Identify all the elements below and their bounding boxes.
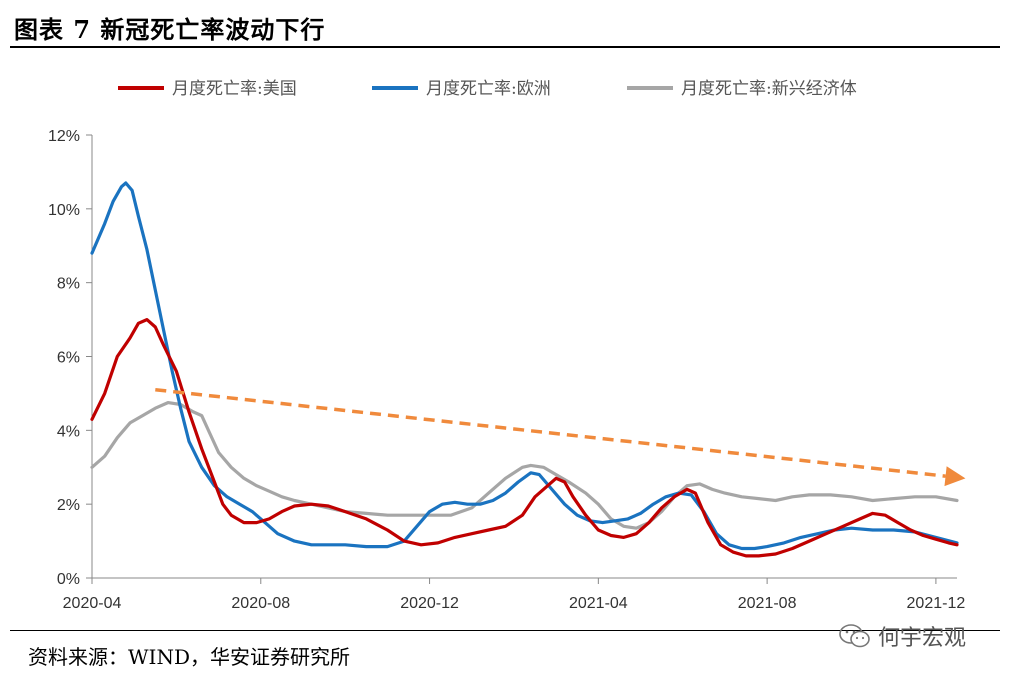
trend-arrow-head <box>944 466 966 487</box>
y-tick-label: 2% <box>57 497 80 514</box>
y-tick-label: 8% <box>57 276 80 293</box>
x-tick-label: 2021-04 <box>569 595 628 612</box>
series-line <box>90 318 959 558</box>
legend: 月度死亡率:美国 月度死亡率:欧洲 月度死亡率:新兴经济体 <box>118 79 857 99</box>
y-tick-label: 0% <box>57 571 80 588</box>
series-line <box>90 401 959 530</box>
title-divider <box>10 46 1000 48</box>
x-tick-label: 2020-12 <box>400 595 459 612</box>
legend-label: 月度死亡率:欧洲 <box>426 79 551 99</box>
x-tick-label: 2020-04 <box>63 595 122 612</box>
wechat-icon <box>839 624 870 648</box>
annotation-layer <box>155 387 966 487</box>
line-chart: 月度死亡率:美国 月度死亡率:欧洲 月度死亡率:新兴经济体 0% 2% 4% 6% 8% 10… <box>48 79 966 612</box>
axes: 0% 2% 4% 6% 8% 10% 12% 2020-04 2020-08 2020-12 202… <box>48 128 965 612</box>
chart-title: 图表 7 新冠死亡率波动下行 <box>14 15 326 44</box>
legend-label: 月度死亡率:美国 <box>172 79 297 99</box>
x-tick-label: 2021-12 <box>907 595 966 612</box>
footer-divider <box>10 630 1000 631</box>
series-line <box>90 181 959 551</box>
x-tick-label: 2020-08 <box>231 595 290 612</box>
legend-label: 月度死亡率:新兴经济体 <box>681 79 857 99</box>
series-layer <box>90 181 959 558</box>
y-tick-label: 4% <box>57 423 80 440</box>
watermark: 何宇宏观 <box>838 620 966 652</box>
y-tick-label: 12% <box>48 128 80 145</box>
y-tick-label: 10% <box>48 202 80 219</box>
source-note: 资料来源：WIND，华安证券研究所 <box>28 645 350 669</box>
x-tick-label: 2021-08 <box>738 595 797 612</box>
watermark-text: 何宇宏观 <box>878 626 967 651</box>
y-tick-label: 6% <box>57 350 80 367</box>
trend-arrow-line <box>155 387 946 478</box>
